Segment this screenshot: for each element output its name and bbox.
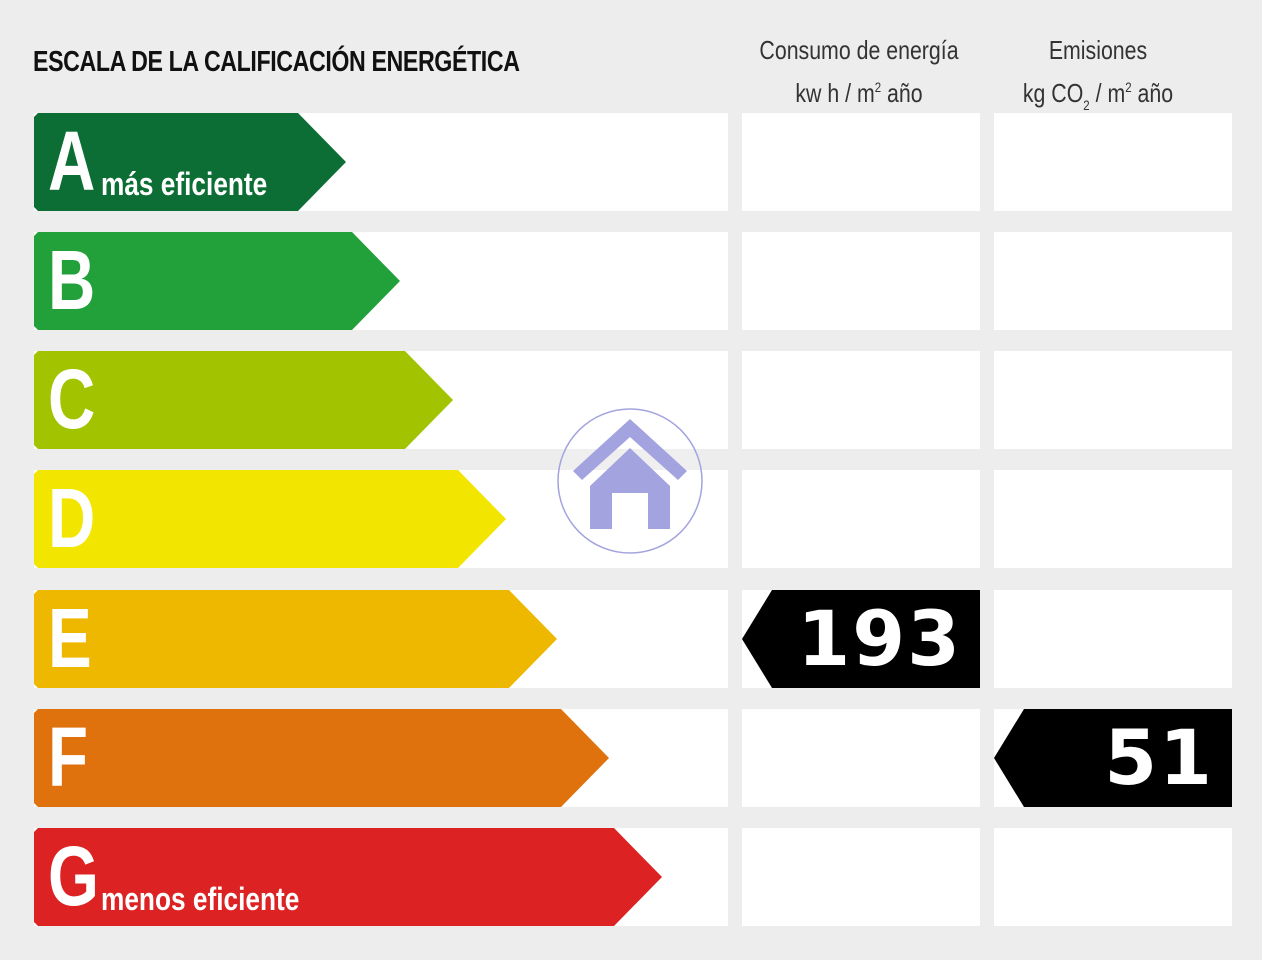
- emisiones-cell: [994, 351, 1232, 449]
- rating-arrow: E: [34, 590, 557, 688]
- rating-row-c: C: [0, 351, 1262, 449]
- rating-letter: G: [48, 829, 99, 923]
- rating-arrow: B: [34, 232, 400, 330]
- consumo-cell: [742, 351, 980, 449]
- rating-arrow: D: [34, 470, 506, 568]
- consumo-cell: [742, 470, 980, 568]
- rating-arrow: A más eficiente: [34, 113, 346, 211]
- emisiones-title: Emisiones: [1048, 35, 1148, 65]
- rating-row-e: E 193: [0, 590, 1262, 688]
- rating-row-f: F 51: [0, 709, 1262, 807]
- rating-row-b: B: [0, 232, 1262, 330]
- emisiones-cell: [994, 113, 1232, 211]
- house-icon: [557, 408, 703, 554]
- page-title: ESCALA DE LA CALIFICACIÓN ENERGÉTICA: [33, 46, 520, 78]
- rating-arrow: C: [34, 351, 453, 449]
- rating-arrow: G menos eficiente: [34, 828, 662, 926]
- rating-row-d: D: [0, 470, 1262, 568]
- consumo-badge: 193: [742, 590, 980, 688]
- consumo-title: Consumo de energía: [759, 35, 959, 65]
- emisiones-unit: kg CO2 / m2 año: [1022, 78, 1174, 113]
- consumo-header: Consumo de energía kw h / m2 año: [752, 32, 965, 112]
- rating-arrow: F: [34, 709, 609, 807]
- rating-label: más eficiente: [101, 166, 268, 202]
- emisiones-cell: [994, 590, 1232, 688]
- emisiones-badge: 51: [994, 709, 1232, 807]
- emisiones-cell: [994, 828, 1232, 926]
- rating-row-g: G menos eficiente: [0, 828, 1262, 926]
- consumo-value: 193: [797, 594, 962, 683]
- rating-row-a: A más eficiente: [0, 113, 1262, 211]
- rating-letter: D: [48, 471, 96, 565]
- emisiones-cell: [994, 470, 1232, 568]
- rating-letter: C: [48, 352, 96, 446]
- consumo-cell: [742, 232, 980, 330]
- rating-letter: E: [48, 591, 92, 685]
- consumo-unit: kw h / m2 año: [795, 78, 923, 108]
- rating-label: menos eficiente: [101, 881, 300, 917]
- consumo-cell: [742, 709, 980, 807]
- consumo-cell: [742, 113, 980, 211]
- emisiones-value: 51: [1104, 713, 1214, 802]
- rating-letter: B: [48, 233, 96, 327]
- rating-letter: F: [48, 710, 89, 804]
- emisiones-cell: [994, 232, 1232, 330]
- emisiones-header: Emisiones kg CO2 / m2 año: [991, 32, 1204, 124]
- rating-letter: A: [48, 114, 96, 208]
- consumo-cell: [742, 828, 980, 926]
